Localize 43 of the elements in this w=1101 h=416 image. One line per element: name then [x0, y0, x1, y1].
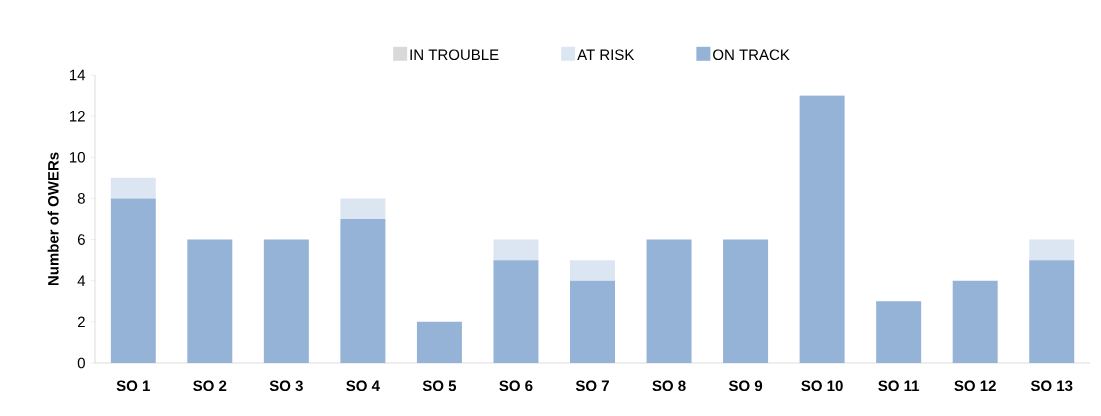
y-tick-label: 12 [70, 110, 85, 122]
bar [723, 239, 769, 363]
y-tick-label: 8 [77, 193, 85, 204]
bar [263, 239, 309, 363]
x-tick-label: SO 3 [269, 380, 303, 392]
legend-label: ON TRACK [713, 49, 790, 61]
y-tick-label: 4 [77, 275, 86, 286]
bar [187, 239, 233, 363]
x-tick-label: SO 4 [346, 380, 380, 392]
y-tick-label: 6 [77, 234, 85, 245]
x-tick-label: SO 11 [878, 380, 920, 392]
bar [340, 219, 386, 363]
y-tick-label: 14 [70, 69, 86, 81]
x-tick-label: SO 8 [652, 380, 686, 392]
x-tick-label: SO 5 [422, 380, 457, 392]
bar [416, 321, 462, 363]
bar [110, 177, 156, 199]
x-tick-label: SO 7 [575, 380, 609, 392]
x-tick-label: SO 2 [193, 380, 227, 392]
x-tick-label: SO 9 [728, 380, 763, 392]
bar [646, 239, 692, 363]
bar [570, 280, 616, 363]
bar [493, 239, 539, 261]
x-tick-label: SO 10 [801, 380, 843, 392]
bar [340, 198, 386, 219]
bar [493, 260, 539, 363]
bar [799, 95, 845, 363]
bar [570, 260, 616, 281]
y-axis-title: Number of OWERs [47, 152, 59, 286]
bar [952, 280, 998, 363]
bar [1029, 239, 1075, 261]
x-tick-label: SO 13 [1030, 380, 1073, 392]
x-tick-label: SO 1 [116, 380, 150, 392]
bar [110, 198, 156, 363]
bar [876, 301, 922, 363]
x-tick-label: SO 6 [499, 380, 533, 392]
y-tick-label: 2 [77, 316, 85, 328]
x-tick-label: SO 12 [954, 380, 996, 392]
bar [1029, 260, 1075, 363]
legend-label: IN TROUBLE [410, 49, 499, 61]
legend-label: AT RISK [577, 49, 635, 61]
y-tick-label: 10 [70, 151, 85, 163]
y-tick-label: 0 [77, 357, 85, 369]
